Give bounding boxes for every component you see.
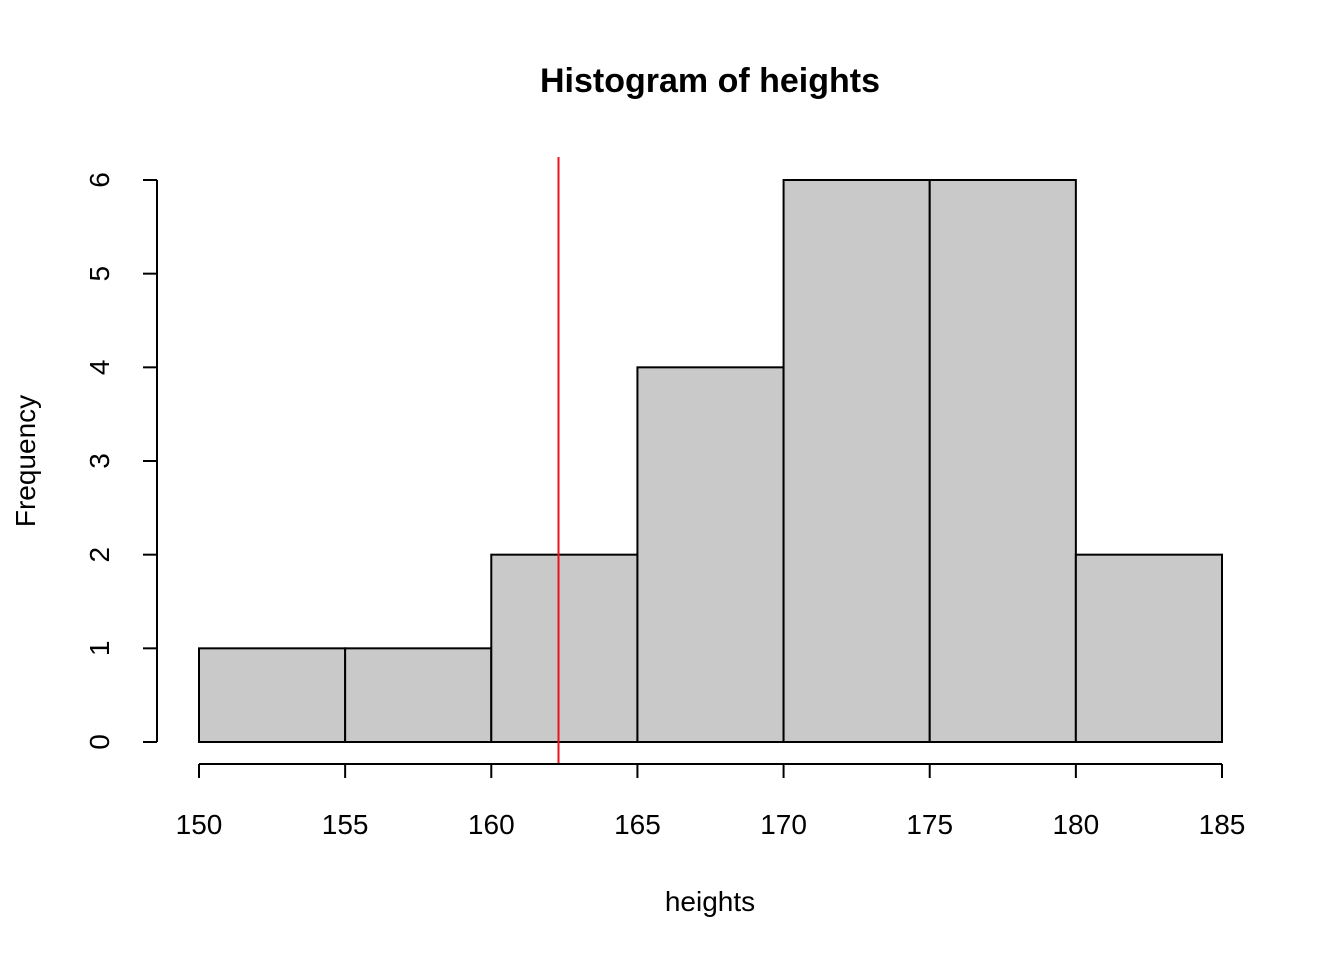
x-tick-label: 160 — [468, 809, 515, 840]
histogram-bar — [1074, 553, 1224, 744]
y-tick-label: 6 — [84, 172, 115, 188]
x-axis: 150 155 160 165 170 175 180 185 — [176, 763, 1246, 840]
y-tick-label: 4 — [84, 360, 115, 376]
histogram-bar — [928, 179, 1077, 743]
x-tick-label: 155 — [322, 809, 369, 840]
histogram-bar — [198, 647, 347, 743]
y-tick-label: 0 — [84, 734, 115, 750]
histogram-bar — [782, 179, 931, 743]
x-tick-label: 150 — [176, 809, 223, 840]
x-tick-label: 175 — [906, 809, 953, 840]
x-tick-label: 170 — [760, 809, 807, 840]
y-axis: 0 1 2 3 4 5 6 — [84, 172, 158, 750]
x-tick-label: 180 — [1052, 809, 1099, 840]
histogram-bar — [490, 553, 639, 744]
y-axis-label: Frequency — [10, 395, 41, 527]
histogram-bar — [636, 366, 785, 743]
histogram-bar — [344, 647, 493, 743]
y-tick-label: 3 — [84, 453, 115, 469]
y-tick-label: 1 — [84, 641, 115, 657]
chart-title: Histogram of heights — [540, 62, 880, 100]
x-axis-label: heights — [665, 886, 755, 917]
y-tick-label: 5 — [84, 266, 115, 282]
x-tick-label: 165 — [614, 809, 661, 840]
bars-group — [198, 179, 1224, 744]
y-tick-label: 2 — [84, 547, 115, 563]
x-tick-label: 185 — [1199, 809, 1246, 840]
